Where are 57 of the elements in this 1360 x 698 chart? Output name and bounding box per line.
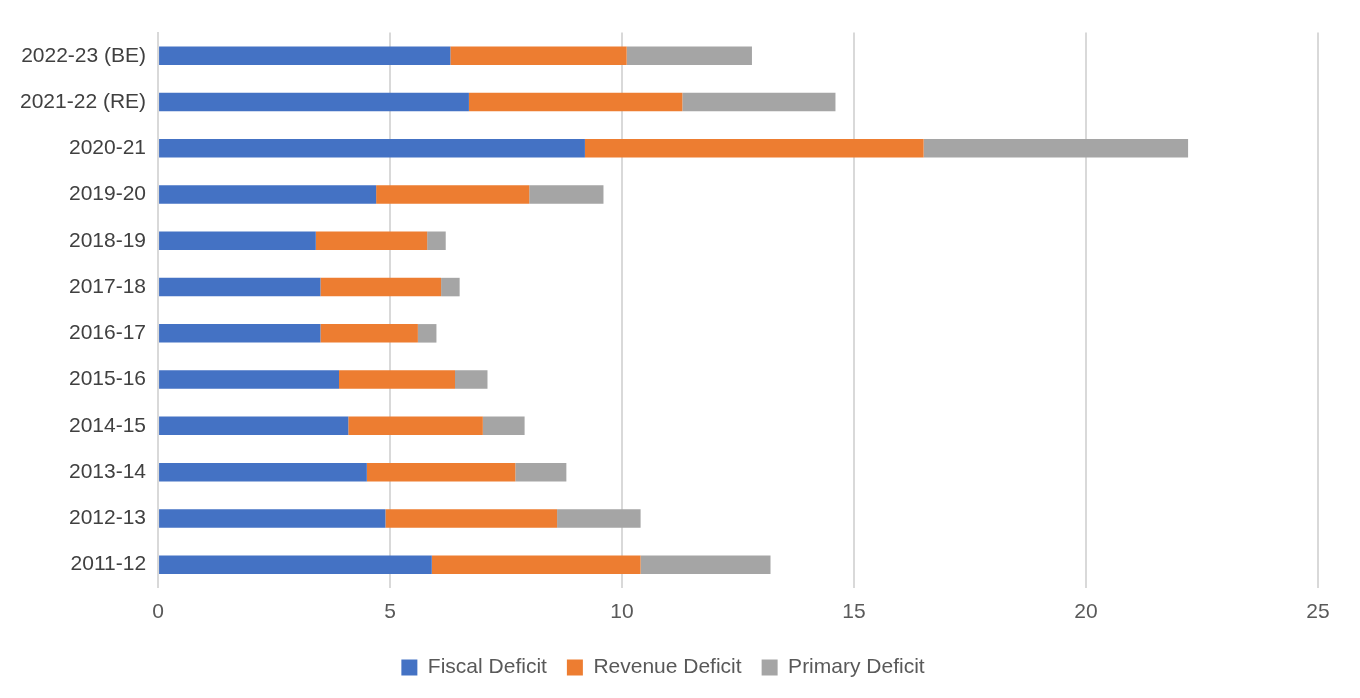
y-tick-label: 2016-17 [68,320,147,344]
bar [482,416,525,436]
bar [339,370,456,389]
y-tick-label: 2020-21 [68,135,147,159]
y-tick-label: 2012-13 [68,505,147,529]
x-tick-label: 25 [1306,599,1330,623]
bar [159,185,377,204]
bar [159,509,386,528]
x-tick-label: 10 [610,599,634,623]
bar [468,92,683,112]
bar [923,139,1189,158]
x-tick-label: 15 [842,599,866,623]
bar [159,92,469,112]
bar [366,462,516,482]
bar [431,555,641,574]
bar [450,46,627,65]
bar [159,46,451,65]
bar [159,370,340,389]
bar [320,277,442,297]
bar [385,509,558,528]
bar [441,277,460,297]
y-tick-label: 2013-14 [68,458,147,482]
y-tick-label: 2021-22 (RE) [20,88,147,112]
x-tick-label: 20 [1074,599,1098,623]
bar [640,555,771,574]
bar [427,231,446,251]
x-tick-label: 0 [152,599,164,623]
y-tick-label: 2022-23 (BE) [21,42,147,66]
bar [584,139,924,158]
bar [626,46,752,65]
bar [376,185,530,204]
legend-label: Revenue Deficit [593,654,742,678]
legend-label: Fiscal Deficit [427,654,548,678]
bar [417,324,437,343]
bar [515,462,567,482]
bar [320,324,418,343]
bar [455,370,488,389]
bar [529,185,604,204]
bar [557,509,641,528]
x-tick-label: 5 [384,599,396,623]
bar [682,92,836,112]
y-tick-label: 2014-15 [68,412,147,436]
y-tick-label: 2018-19 [68,227,147,251]
bar [159,324,321,343]
y-tick-label: 2015-16 [68,366,147,390]
y-tick-label: 2019-20 [68,181,147,205]
y-tick-label: 2011-12 [70,551,147,575]
bar [159,277,321,297]
bar [348,416,483,436]
bar [315,231,428,251]
bar [159,555,432,574]
bar [159,139,585,158]
y-tick-label: 2017-18 [68,273,147,297]
legend-label: Primary Deficit [788,654,925,678]
bar [159,462,367,482]
bar [159,231,316,251]
bar [159,416,349,436]
